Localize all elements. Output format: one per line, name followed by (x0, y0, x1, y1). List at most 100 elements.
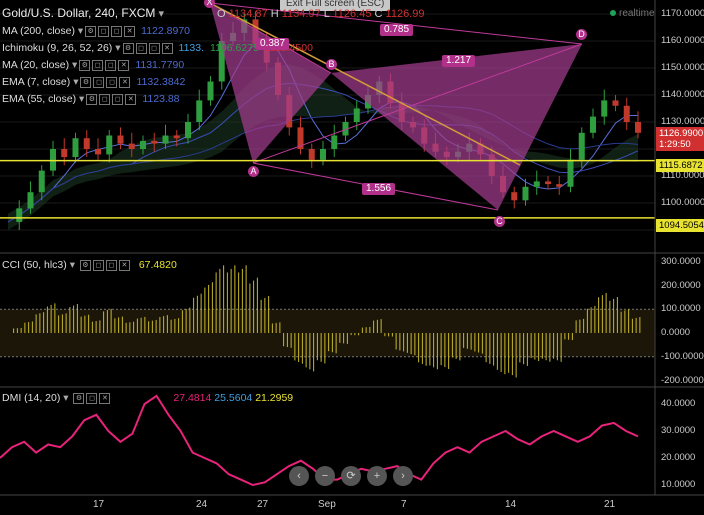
close-icon[interactable]: ✕ (118, 59, 130, 71)
price-tick-label: 1100.0000 (661, 197, 704, 208)
realtime-dot-icon (610, 10, 616, 16)
indicator-row: EMA (55, close) ▾ ⚙ ◻ ◻ ✕ 1123.88 (2, 93, 180, 105)
open-label: O (217, 8, 226, 20)
format-icon[interactable]: ◻ (105, 259, 117, 271)
settings-icon[interactable]: ⚙ (80, 76, 92, 88)
cci-tick-label: 0.0000 (661, 327, 691, 338)
cci-legend: CCI (50, hlc3) ▾ ⚙ ◻ ◻ ✕ 67.4820 (2, 259, 177, 271)
pattern-ratio-label: 0.785 (380, 24, 414, 36)
pattern-line[interactable] (209, 2, 583, 45)
indicator-label[interactable]: EMA (55, close) (2, 93, 77, 105)
symbol-title[interactable]: Gold/U.S. Dollar, 240, FXCM (2, 6, 156, 20)
realtime-indicator: realtime (610, 8, 655, 19)
scroll-left-button[interactable]: ‹ (289, 466, 309, 486)
pattern-ratio-label: 1.556 (362, 183, 396, 195)
close-icon[interactable]: ✕ (99, 392, 111, 404)
indicator-value: 1132.3842 (136, 76, 186, 88)
indicator-dropdown-icon[interactable]: ▾ (74, 25, 84, 37)
candle-body (162, 135, 169, 144)
price-tag-label: 1:29:50 (656, 138, 704, 151)
indicator-dropdown-icon[interactable]: ▾ (70, 76, 79, 88)
price-tag-label: 1115.6872 (656, 159, 704, 172)
candle-body (567, 159, 574, 187)
harmonic-pattern[interactable] (209, 2, 583, 211)
price-tick-label: 1130.0000 (661, 116, 704, 127)
format-icon[interactable]: ◻ (148, 42, 160, 54)
dmi-dropdown-icon[interactable]: ▾ (63, 392, 69, 404)
visibility-icon[interactable]: ◻ (99, 93, 111, 105)
settings-icon[interactable]: ⚙ (122, 42, 134, 54)
close-value: 1126.99 (385, 8, 425, 20)
cci-value: 67.4820 (138, 259, 177, 271)
format-icon[interactable]: ◻ (111, 25, 123, 37)
candle-body (590, 116, 596, 133)
price-tick-label: 1150.0000 (661, 62, 704, 73)
pattern-point-label: C (494, 216, 505, 227)
exit-fullscreen-button[interactable]: Exit Full screen (ESC) (280, 0, 391, 11)
indicator-dropdown-icon[interactable]: ▾ (112, 42, 121, 54)
candle-body (612, 100, 619, 106)
close-icon[interactable]: ✕ (161, 42, 173, 54)
open-value: 1134.87 (228, 8, 268, 20)
indicator-label[interactable]: EMA (7, close) (2, 76, 71, 88)
candle-body (16, 208, 23, 222)
format-icon[interactable]: ◻ (105, 59, 117, 71)
indicator-label[interactable]: Ichimoku (9, 26, 52, 26) (2, 42, 113, 54)
settings-icon[interactable]: ⚙ (85, 25, 97, 37)
format-icon[interactable]: ◻ (112, 93, 124, 105)
close-icon[interactable]: ✕ (118, 259, 130, 271)
cci-dropdown-icon[interactable]: ▾ (69, 259, 75, 271)
indicator-label[interactable]: MA (20, close) (2, 59, 70, 71)
cci-tick-label: -100.0000 (661, 350, 704, 362)
candle-body (331, 135, 338, 149)
cci-band (0, 309, 655, 357)
indicator-label[interactable]: MA (200, close) (2, 25, 75, 37)
settings-icon[interactable]: ⚙ (79, 59, 91, 71)
dmi-tick-label: 20.0000 (661, 452, 696, 463)
visibility-icon[interactable]: ◻ (92, 259, 104, 271)
indicator-dropdown-icon[interactable]: ▾ (76, 93, 85, 105)
close-icon[interactable]: ✕ (119, 76, 131, 88)
settings-icon[interactable]: ⚙ (73, 392, 85, 404)
candle-body (27, 192, 34, 209)
indicator-value: 1133. (178, 42, 205, 54)
cci-label[interactable]: CCI (50, hlc3) (2, 259, 67, 271)
cci-histogram (0, 265, 655, 378)
indicator-dropdown-icon[interactable]: ▾ (69, 59, 78, 71)
price-tag-label: 1126.9900 (656, 127, 704, 140)
candle-body (207, 81, 214, 101)
time-tick-label: 27 (257, 499, 269, 510)
cci-tick-label: 300.0000 (661, 255, 701, 267)
candle-body (308, 149, 315, 160)
settings-icon[interactable]: ⚙ (79, 259, 91, 271)
dmi-label[interactable]: DMI (14, 20) (2, 392, 61, 404)
zoom-out-button[interactable]: − (315, 466, 335, 486)
support-lines[interactable] (0, 159, 655, 219)
symbol-dropdown-icon[interactable]: ▾ (158, 8, 164, 20)
scroll-right-button[interactable]: › (393, 466, 413, 486)
close-icon[interactable]: ✕ (125, 93, 137, 105)
pattern-xab-triangle (210, 3, 331, 163)
pattern-point-label: B (326, 59, 337, 70)
visibility-icon[interactable]: ◻ (86, 392, 98, 404)
candle-body (578, 132, 585, 160)
visibility-icon[interactable]: ◻ (135, 42, 147, 54)
pattern-bcd-triangle (331, 44, 582, 210)
trend-line[interactable] (209, 2, 521, 166)
visibility-icon[interactable]: ◻ (98, 25, 110, 37)
pattern-line[interactable] (252, 43, 583, 164)
reset-button[interactable]: ⟳ (341, 466, 361, 486)
visibility-icon[interactable]: ◻ (92, 59, 104, 71)
settings-icon[interactable]: ⚙ (86, 93, 98, 105)
candle-body (353, 108, 360, 122)
visibility-icon[interactable]: ◻ (93, 76, 105, 88)
candle-body (601, 100, 608, 117)
pattern-ratio-label: 1.217 (442, 55, 476, 67)
zoom-in-button[interactable]: + (367, 466, 387, 486)
close-icon[interactable]: ✕ (124, 25, 136, 37)
dmi-value-adx: 21.2959 (255, 392, 294, 404)
ohlc-readout: O 1134.87 H 1134.97 L 1126.45 C 1126.99 (217, 8, 424, 20)
time-tick-label: 24 (196, 499, 208, 510)
format-icon[interactable]: ◻ (106, 76, 118, 88)
